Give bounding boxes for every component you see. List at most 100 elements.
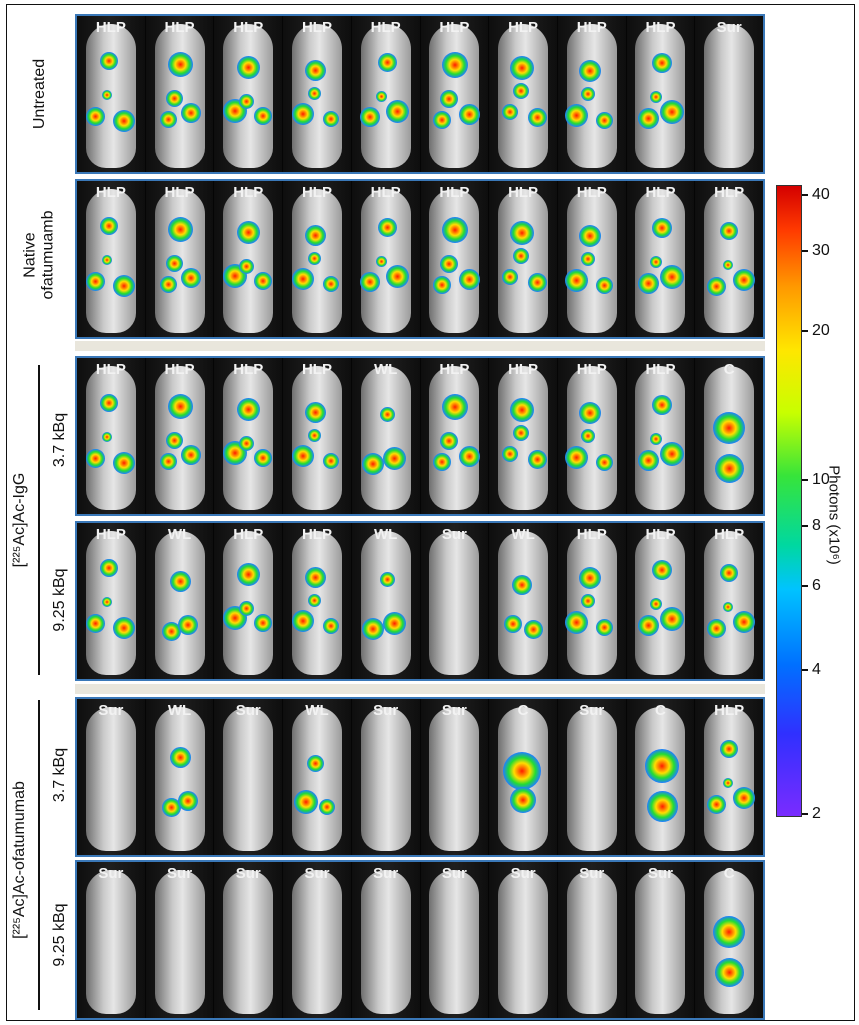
colorbar-title: Photons (x10⁶): [825, 465, 843, 565]
mouse-silhouette: [360, 366, 411, 510]
bioluminescence-signal: [382, 611, 406, 635]
cell-label: HLP: [439, 19, 470, 36]
bioluminescence-signal: [527, 449, 547, 469]
bioluminescence-signal: [638, 449, 660, 471]
bioluminescence-signal: [715, 957, 745, 987]
colorbar-tick-label: 4: [812, 661, 821, 678]
mouse-silhouette: [498, 870, 549, 1014]
bioluminescence-signal: [578, 60, 601, 82]
mouse-image-cell: HLP: [214, 523, 284, 679]
mouse-image-cell: WL: [489, 523, 558, 679]
bioluminescence-signal: [360, 272, 381, 292]
cell-label: HLP: [576, 526, 607, 543]
colorbar-tick-label: 30: [812, 242, 830, 259]
mouse-image-cell: C: [626, 699, 696, 855]
bioluminescence-signal: [307, 593, 321, 607]
bioluminescence-signal: [86, 271, 106, 291]
cell-label: HLP: [576, 19, 607, 36]
bioluminescence-signal: [649, 256, 662, 268]
cell-label: HLP: [508, 19, 539, 36]
bioluminescence-signal: [565, 268, 589, 292]
mouse-silhouette: [291, 870, 342, 1014]
cell-label: HLP: [164, 361, 195, 378]
bioluminescence-signal: [459, 445, 481, 467]
group-bracket-ofa: [38, 700, 40, 1010]
bioluminescence-signal: [659, 442, 684, 466]
bioluminescence-signal: [439, 432, 458, 450]
bioluminescence-signal: [459, 103, 481, 125]
mouse-image-cell: HLP: [489, 16, 558, 172]
mouse-image-cell: HLP: [283, 358, 352, 514]
bioluminescence-signal: [510, 221, 535, 245]
colorbar-tick-label: 2: [812, 805, 821, 822]
bioluminescence-signal: [527, 107, 547, 127]
bioluminescence-signal: [380, 571, 396, 587]
bioluminescence-signal: [644, 749, 679, 783]
bioluminescence-signal: [651, 560, 672, 580]
bioluminescence-signal: [459, 268, 481, 290]
bioluminescence-signal: [112, 275, 135, 297]
mouse-image-cell: HLP: [77, 358, 146, 514]
bioluminescence-signal: [733, 269, 756, 291]
bioluminescence-signal: [439, 255, 458, 273]
bioluminescence-signal: [322, 618, 339, 634]
cell-label: HLP: [301, 19, 332, 36]
bioluminescence-signal: [102, 432, 113, 442]
mouse-image-cell: WL: [351, 523, 421, 679]
bioluminescence-signal: [239, 258, 255, 274]
mouse-image-cell: C: [695, 358, 763, 514]
colorbar: 40 30 20 10 8 6 4 2 Photons (x10⁶): [772, 185, 852, 825]
image-panel-igg-9-25: HLP WL HLP HLP WL Sur WL HLP HLP HLP: [75, 521, 765, 681]
cell-label: HLP: [645, 361, 676, 378]
bioluminescence-signal: [378, 217, 398, 237]
bioluminescence-signal: [291, 103, 314, 125]
cell-label: HLP: [714, 702, 745, 719]
colorbar-tick-label: 6: [812, 577, 821, 594]
bioluminescence-signal: [102, 255, 113, 265]
mouse-image-cell: Sur: [351, 699, 421, 855]
bioluminescence-signal: [99, 394, 118, 412]
bioluminescence-signal: [305, 566, 327, 588]
colorbar-tick: [802, 669, 808, 671]
bioluminescence-signal: [510, 787, 537, 813]
bioluminescence-signal: [307, 86, 321, 100]
bioluminescence-signal: [360, 107, 381, 127]
bioluminescence-signal: [254, 107, 273, 125]
cell-label: HLP: [576, 361, 607, 378]
image-panel-untreated: HLP HLP HLP HLP HLP HLP HLP HLP HLP Sur: [75, 14, 765, 174]
bioluminescence-signal: [305, 224, 327, 246]
mouse-image-cell: Sur: [557, 699, 627, 855]
image-panel-ofa-3-7: Sur WL Sur WL Sur Sur C Sur C HLP: [75, 697, 765, 857]
bioluminescence-signal: [651, 395, 672, 415]
cell-label: HLP: [508, 361, 539, 378]
bioluminescence-signal: [166, 431, 184, 449]
cell-label: Sur: [441, 702, 467, 719]
mouse-image-cell: HLP: [283, 16, 352, 172]
bioluminescence-signal: [239, 600, 255, 616]
bioluminescence-signal: [168, 51, 194, 77]
row-label-native: Native ofatumuamb: [22, 211, 59, 300]
group-label-ofa: [²²⁵Ac]Ac-ofatumumab: [10, 781, 28, 939]
bioluminescence-signal: [442, 217, 469, 243]
bioluminescence-signal: [99, 217, 118, 235]
row-label-native-line1: Native: [21, 232, 39, 278]
cell-label: Sur: [304, 865, 330, 882]
mouse-image-cell: HLP: [77, 16, 146, 172]
mouse-image-cell: HLP: [283, 523, 352, 679]
bioluminescence-signal: [659, 607, 684, 631]
bioluminescence-signal: [86, 106, 106, 126]
bioluminescence-signal: [112, 617, 135, 639]
mouse-image-cell: Sur: [77, 699, 146, 855]
colorbar-tick-label: 10: [812, 471, 830, 488]
bioluminescence-signal: [322, 276, 339, 292]
bioluminescence-signal: [236, 55, 260, 79]
bioluminescence-signal: [99, 52, 118, 70]
row-label-ofa-high: 9.25 kBq: [50, 903, 68, 967]
cell-label: HLP: [645, 19, 676, 36]
mouse-image-cell: HLP: [420, 181, 490, 337]
mouse-image-cell: Sur: [145, 862, 215, 1018]
cell-label: HLP: [95, 19, 126, 36]
bioluminescence-signal: [503, 615, 522, 633]
bioluminescence-signal: [168, 216, 194, 242]
bioluminescence-signal: [254, 272, 273, 290]
